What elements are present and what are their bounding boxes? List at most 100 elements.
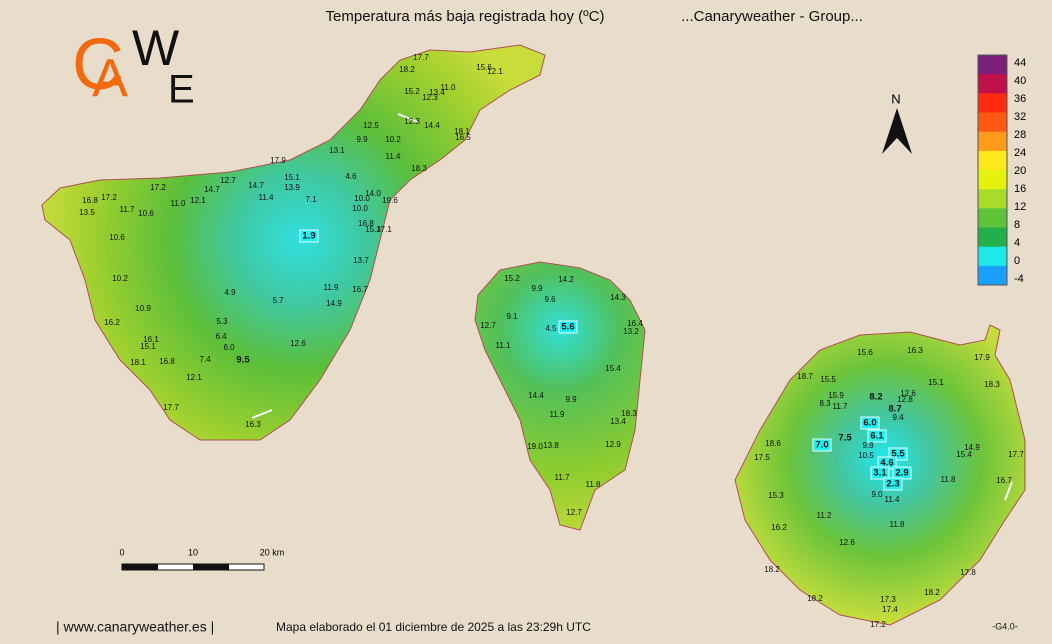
station-value: 12.3: [404, 117, 420, 126]
wind-mark: [1004, 481, 1013, 501]
station-value: 9.6: [544, 295, 556, 304]
station-value: 11.0: [441, 83, 457, 92]
station-value: 18.2: [807, 594, 823, 603]
legend-label: 20: [1014, 165, 1026, 177]
station-value: 14.2: [558, 275, 574, 284]
station-value: 14.4: [528, 391, 544, 400]
station-value: 15.1: [140, 342, 156, 351]
station-value: 16.7: [352, 285, 368, 294]
station-value: 11.9: [550, 410, 566, 419]
legend-swatch: [978, 55, 1007, 75]
scale-label: 20 km: [260, 547, 285, 557]
footer-site[interactable]: | www.canaryweather.es |: [56, 619, 214, 635]
station-value: 6.1: [870, 431, 884, 442]
legend-swatch: [978, 208, 1007, 228]
station-value: 11.8: [941, 475, 957, 484]
station-value: 17.7: [413, 53, 429, 62]
title: Temperatura más baja registrada hoy (ºC): [326, 8, 605, 25]
station-value: 12.1: [186, 373, 202, 382]
legend-label: 0: [1014, 255, 1020, 267]
station-value: 7.4: [199, 355, 211, 364]
station-value: 8.2: [869, 392, 882, 403]
station-value: 12.1: [487, 67, 503, 76]
station-value: 18.1: [454, 127, 470, 136]
legend-label: 44: [1014, 57, 1026, 69]
station-value: 5.7: [272, 296, 284, 305]
station-value: 7.1: [305, 195, 317, 204]
station-value: 6.0: [863, 418, 876, 429]
station-value: 17.7: [1008, 450, 1024, 459]
station-value: 17.7: [163, 403, 179, 412]
station-value: 11.4: [885, 495, 901, 504]
logo-letter: E: [168, 68, 195, 112]
station-box: [883, 477, 903, 491]
station-value: 10.0: [354, 194, 370, 203]
scale-bar-segment: [193, 564, 229, 570]
legend-swatch: [978, 112, 1007, 133]
station-value: 10.5: [858, 451, 874, 460]
station-value: 9.9: [565, 395, 577, 404]
station-value: 15.2: [504, 274, 520, 283]
station-value: 10.6: [109, 233, 125, 242]
station-value: 16.5: [455, 133, 471, 142]
legend-label: 8: [1014, 219, 1020, 231]
legend-swatch: [978, 246, 1007, 267]
station-value: 18.2: [924, 588, 940, 597]
station-value: 15.6: [857, 348, 873, 357]
station-value: 4.6: [880, 458, 893, 469]
station-value: 12.6: [900, 389, 916, 398]
station-value: 8.3: [819, 399, 831, 408]
station-value: 12.1: [190, 196, 206, 205]
station-value: 15.1: [928, 378, 944, 387]
station-value: 1.9: [302, 231, 315, 242]
station-value: 15.3: [768, 491, 784, 500]
legend-swatch: [978, 265, 1007, 286]
legend-swatch: [978, 74, 1007, 94]
station-value: 13.1: [329, 146, 345, 155]
station-value: 15.4: [956, 450, 972, 459]
station-value: 14.9: [326, 299, 342, 308]
legend-label: 40: [1014, 75, 1026, 87]
station-value: 15.1: [284, 173, 300, 182]
station-value: 10.2: [385, 135, 401, 144]
station-value: 11.8: [586, 480, 602, 489]
legend-frame: [977, 54, 1008, 286]
station-value: 18.6: [765, 439, 781, 448]
logo-letter: C: [72, 25, 124, 105]
station-value: 11.9: [324, 283, 340, 292]
station-value: 15.2: [404, 87, 420, 96]
station-value: 6.4: [215, 332, 227, 341]
station-value: 18.2: [399, 65, 415, 74]
station-value: 13.8: [543, 441, 559, 450]
station-box: [867, 429, 887, 443]
station-value: 18.3: [621, 409, 637, 418]
station-value: 16.8: [82, 196, 98, 205]
station-value: 11.4: [386, 152, 402, 161]
station-value: 14.7: [204, 185, 220, 194]
station-value: 14.3: [610, 293, 626, 302]
station-value: 15.4: [605, 364, 621, 373]
station-value: 12.5: [363, 121, 379, 130]
legend-label: 24: [1014, 147, 1026, 159]
wind-mark: [397, 113, 419, 123]
station-value: 9.8: [862, 441, 874, 450]
station-value: 12.9: [605, 440, 621, 449]
island-tenerife: [41, 44, 546, 441]
station-value: 8.7: [888, 404, 901, 415]
island-la-palma: [474, 261, 646, 531]
station-value: 12.8: [897, 395, 913, 404]
station-value: 12.7: [566, 508, 582, 517]
station-value: 12.6: [290, 339, 306, 348]
station-value: 18.1: [130, 358, 146, 367]
station-value: 11.8: [890, 520, 906, 529]
station-value: 3.1: [873, 468, 887, 479]
footer-note: Mapa elaborado el 01 diciembre de 2025 a…: [276, 620, 591, 634]
station-value: 12.7: [220, 176, 236, 185]
station-value: 14.0: [365, 189, 381, 198]
legend-swatch: [978, 170, 1007, 190]
station-value: 14.9: [964, 443, 980, 452]
station-value: 11.7: [833, 402, 849, 411]
wind-mark: [251, 409, 273, 419]
